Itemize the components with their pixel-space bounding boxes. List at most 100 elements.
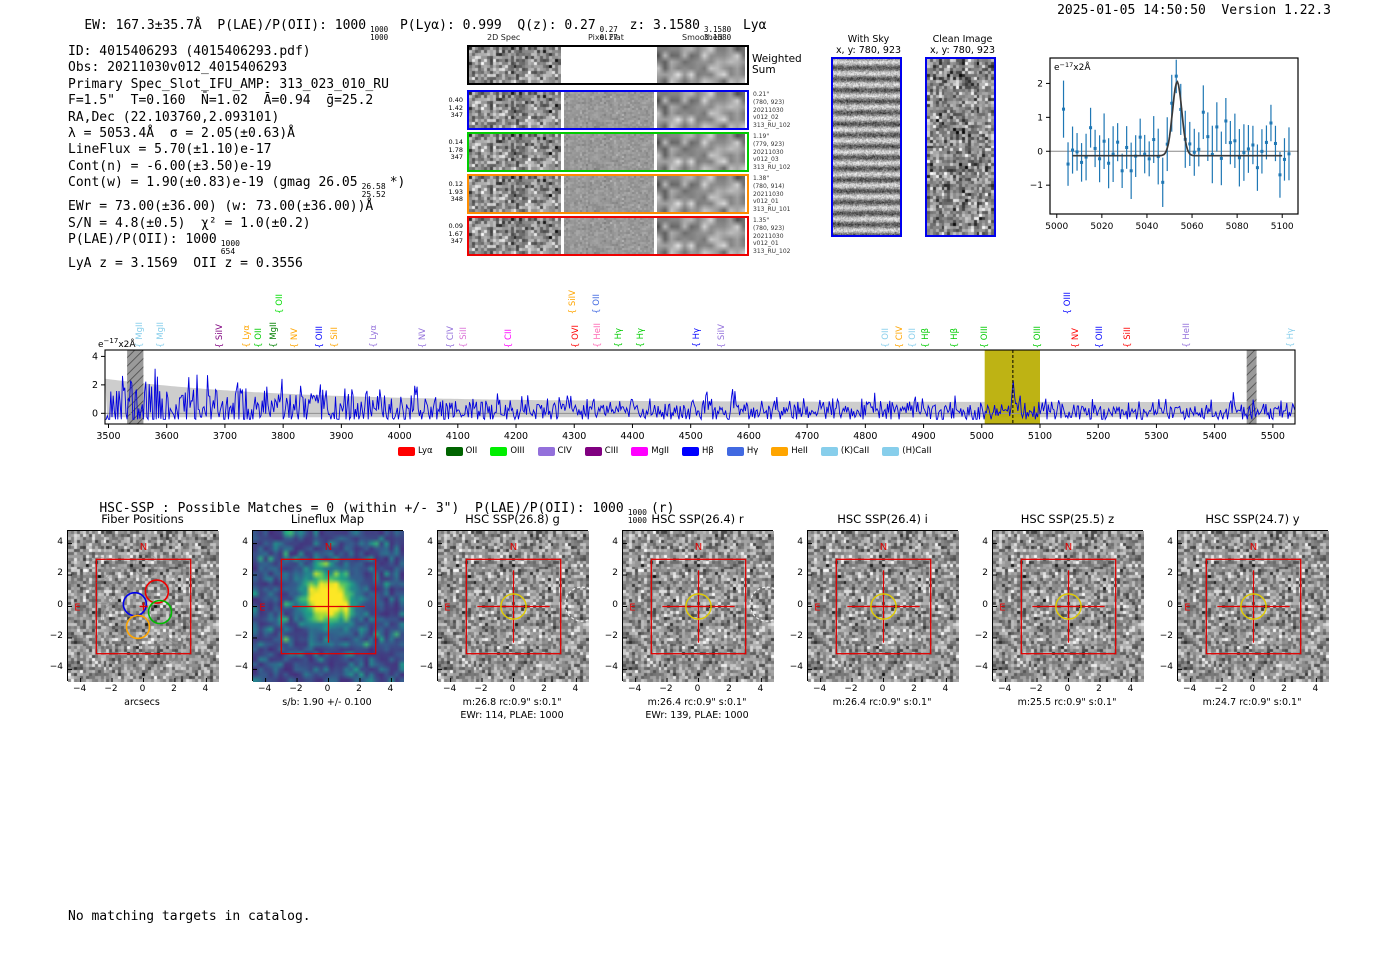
panel-title: Lineflux Map — [290, 512, 365, 526]
legend-item: Hβ — [682, 446, 714, 456]
east-label: E — [629, 602, 635, 613]
y-tick-label: 2 — [92, 380, 98, 391]
spec2d-left-line: 1.78 — [448, 145, 463, 154]
info-line-text: λ = 5053.4Å σ = 2.05(±0.63)Å — [68, 126, 295, 142]
x-tick-label: −4 — [812, 684, 827, 694]
photometry-circle — [1240, 593, 1267, 620]
stack-bot: 654 — [220, 247, 236, 257]
y-tick-label: 0 — [1037, 147, 1043, 157]
spec2d-right-line: 313_RU_102 — [753, 122, 791, 130]
aperture-square — [1205, 558, 1302, 655]
y-tick-label: 2 — [1167, 568, 1173, 579]
spec2d-left-label: 0.14 1.78 347 — [441, 138, 463, 162]
spec2d-left-line: 0.12 — [448, 180, 463, 188]
east-label: E — [814, 602, 820, 613]
spec2d-cell-smoothed — [657, 176, 745, 212]
panel-title: HSC SSP(26.4) i — [837, 512, 928, 526]
panel-title: HSC SSP(25.5) z — [1020, 512, 1115, 526]
north-label: N — [880, 542, 887, 553]
data-point — [1179, 107, 1183, 111]
stack-bot: 25.52 — [361, 190, 386, 200]
line-fit-plot: 5000 5020 5040 5060 5080 5100 −1 0 1 2 e−17x2Å — [1030, 57, 1299, 232]
spec2d-left-line: 348 — [450, 195, 463, 203]
full-spectrum-plot: 3500 3600 3700 3800 3900 4000 4100 4200 4300 4400… — [85, 272, 1310, 467]
spec2d-left-line: 0.14 — [448, 138, 463, 146]
stack-top: 1000 — [220, 239, 240, 249]
y-tick-label: 0 — [1167, 599, 1173, 610]
y-tick-label: −2 — [974, 630, 988, 641]
info-line: S/N = 4.8(±0.5) χ² = 1.0(±0.2) — [68, 216, 405, 232]
y-tick-label: 4 — [57, 536, 63, 547]
panel-title: Fiber Positions — [101, 512, 184, 526]
data-point — [1075, 150, 1079, 154]
panel-overlay: NE — [68, 542, 207, 682]
info-line-post: *) — [389, 175, 406, 191]
data-point — [1282, 157, 1286, 161]
x-tick-label: 5040 — [1135, 222, 1158, 232]
spec2d-right-line: 1.38" — [753, 175, 770, 182]
info-line: Obs: 20211030v012_4015406293 — [68, 60, 405, 76]
spec2d-cell-2dspec — [469, 218, 561, 254]
data-point — [1251, 143, 1255, 147]
north-label: N — [325, 542, 332, 553]
info-line-text: F=1.5" T=0.160 N̄=1.02 Ā=0.94 ḡ=25.2 — [68, 93, 374, 109]
data-point — [1066, 162, 1070, 166]
panel-lineflux-map: Lineflux Map N E −4 −4 −2 −2 0 0 2 2 4 4 s/b: 1.90 +/… — [235, 510, 404, 725]
spec2d-left-line: 0.40 — [448, 96, 463, 104]
data-point — [1260, 149, 1264, 153]
x-tick-label: −2 — [1214, 684, 1228, 694]
spec2d-cell-smoothed — [657, 218, 745, 254]
spec2d-right-line: (779, 923) — [753, 140, 785, 148]
data-point — [1071, 148, 1075, 152]
data-point — [1089, 126, 1093, 130]
data-point — [1233, 139, 1237, 143]
spec2d-cell-pixelflat — [564, 92, 654, 128]
footer-note: No matching targets in catalog. Row inte… — [68, 876, 311, 953]
background-fiber-circle — [90, 580, 115, 605]
x-tick-label: 3600 — [155, 431, 179, 442]
y-tick-label: 0 — [427, 599, 433, 610]
data-point — [1093, 146, 1097, 150]
spec2d-right-label: 1.19" (779, 923) 20211030 v012_03 313_RU_102 — [753, 133, 790, 172]
stack-top: 26.58 — [361, 182, 386, 192]
data-point — [1147, 157, 1151, 161]
x-tick-label: 4400 — [620, 431, 644, 442]
y-tick-label: 2 — [612, 568, 618, 579]
x-tick-label: −2 — [1029, 684, 1043, 694]
header-qz: Q(z): 0.27 — [517, 18, 596, 33]
x-tick-label: 2 — [356, 684, 362, 694]
panel-overlay: NE — [808, 542, 947, 682]
data-point — [1206, 135, 1210, 139]
data-point — [1215, 125, 1219, 129]
aperture-square — [280, 558, 377, 655]
x-tick-label: 4800 — [853, 431, 877, 442]
x-tick-label: −2 — [104, 684, 118, 694]
aperture-square — [465, 558, 562, 655]
panel-overlay: NE — [623, 542, 774, 682]
y-tick-label: −2 — [234, 630, 248, 641]
spectrum-legend: Lyα OII OIII CIV CIII MgII Hβ Hγ HeII (K)CaII (H)C… — [398, 446, 937, 456]
data-point — [1242, 151, 1246, 155]
x-tick-label: 4 — [387, 684, 394, 694]
header-line-id: Lyα — [742, 18, 767, 33]
spec2d-header-2dspec: 2D Spec — [487, 33, 521, 42]
x-tick-label: −4 — [627, 684, 642, 694]
y-tick-label: −2 — [49, 630, 63, 641]
x-tick-label: 2 — [911, 684, 917, 694]
gaussian-fit-curve — [1072, 80, 1283, 157]
spec2d-left-line: 0.09 — [448, 222, 463, 230]
sky-panel-title: Clean Image x, y: 780, 923 — [915, 34, 1010, 56]
header-timestamp-version: 2025-01-05 14:50:50 Version 1.22.3 — [1057, 3, 1331, 18]
data-point — [1116, 140, 1120, 144]
legend-item: (K)CaII — [820, 446, 870, 456]
legend-label: (K)CaII — [840, 446, 870, 456]
spec2d-left-label: 0.09 1.67 347 — [441, 222, 463, 246]
legend-swatch — [771, 446, 789, 456]
spec2d-left-line: 347 — [450, 153, 463, 161]
legend-item: Lyα — [398, 446, 433, 456]
sky-panel-box — [831, 57, 902, 237]
info-line-text: Cont(n) = -6.00(±3.50)e-19 — [68, 158, 272, 174]
aperture-square — [835, 558, 932, 655]
x-tick-label: 5000 — [1045, 222, 1068, 232]
